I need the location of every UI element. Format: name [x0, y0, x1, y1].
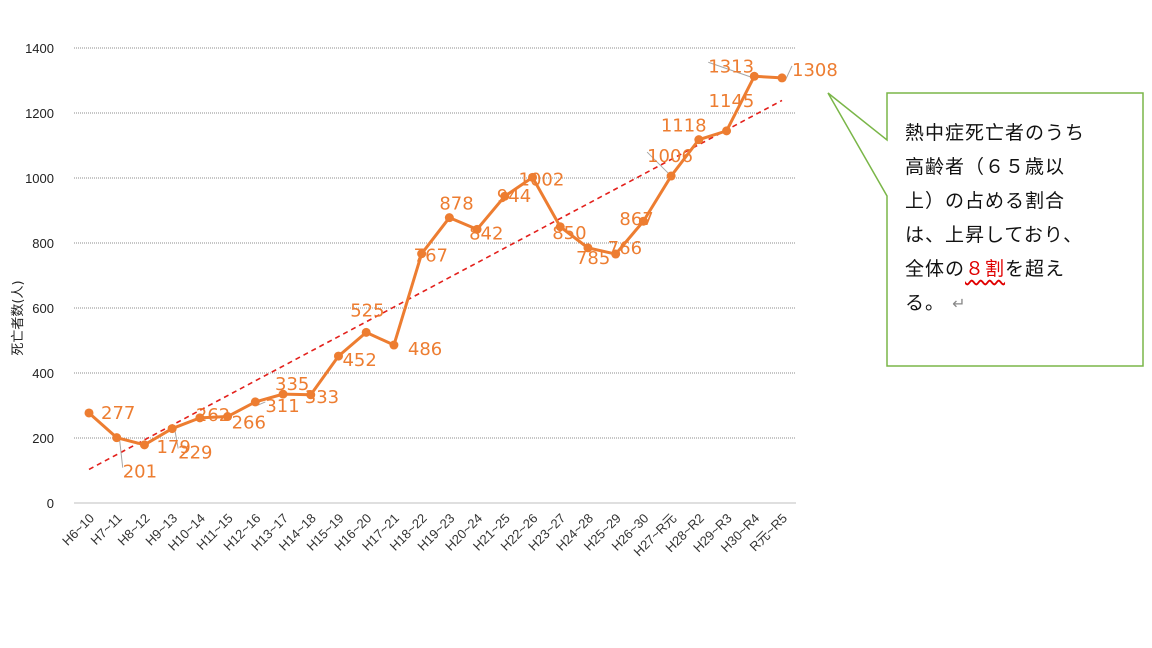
- callout-line-6-text: る。: [905, 292, 946, 314]
- data-label: 1118: [661, 116, 707, 137]
- data-label: 452: [342, 350, 376, 371]
- callout-line-5-suffix: を超え: [1005, 258, 1066, 280]
- series-line: [88, 74, 783, 447]
- callout-line-3: 上）の占める割合: [905, 190, 1066, 212]
- x-axis-ticks: H6~10H7~11H8~12H9~13H10~14H11~15H12~16H1…: [59, 511, 790, 560]
- callout-line-6: る。 ↵: [905, 286, 1125, 321]
- callout-line-4: は、上昇しており、: [905, 224, 1084, 246]
- callout-line-1: 熱中症死亡者のうち: [905, 122, 1086, 144]
- y-tick-label: 0: [47, 496, 54, 511]
- data-point: [389, 340, 399, 350]
- trend-line: [88, 99, 783, 471]
- data-point: [195, 413, 205, 423]
- data-point: [722, 126, 732, 136]
- data-label: 867: [619, 209, 653, 230]
- callout-line-5-prefix: 全体の: [905, 258, 966, 280]
- y-tick-label: 1000: [25, 171, 54, 186]
- data-label: 277: [101, 403, 135, 424]
- callout-line-5: 全体の８割を超え: [905, 252, 1125, 286]
- data-label: 262: [196, 405, 230, 426]
- data-label: 335: [275, 374, 309, 395]
- y-tick-label: 1200: [25, 106, 54, 121]
- data-point: [361, 327, 371, 337]
- leader-line: [708, 61, 758, 80]
- data-point: [500, 191, 510, 201]
- data-label: 311: [265, 396, 299, 417]
- data-point: [417, 249, 427, 259]
- data-label: 229: [178, 443, 212, 464]
- data-label: 1313: [708, 56, 754, 77]
- y-tick-label: 600: [32, 301, 54, 316]
- data-point: [472, 224, 482, 234]
- data-point: [444, 213, 454, 223]
- leader-line: [258, 401, 266, 406]
- data-point: [333, 351, 343, 361]
- data-point: [250, 397, 260, 407]
- data-label: 179: [156, 437, 190, 458]
- callout-highlight: ８割: [965, 258, 1006, 280]
- data-label: 767: [414, 246, 448, 267]
- data-label: 850: [552, 223, 586, 244]
- data-label: 1308: [792, 60, 838, 81]
- data-label: 878: [439, 194, 473, 215]
- y-axis-label: 死亡者数(人): [11, 280, 26, 355]
- data-point: [583, 243, 593, 253]
- data-label: 201: [123, 462, 157, 483]
- data-point: [167, 424, 177, 434]
- paragraph-mark-icon: ↵: [952, 294, 967, 313]
- data-label: 766: [608, 238, 642, 259]
- data-label: 1002: [519, 169, 565, 190]
- data-point: [777, 73, 787, 83]
- data-points: [84, 71, 787, 450]
- data-label: 525: [350, 300, 384, 321]
- data-label: 266: [232, 413, 266, 434]
- leader-line: [119, 440, 124, 468]
- data-point: [611, 249, 621, 259]
- data-point: [528, 172, 538, 182]
- callout-text: 熱中症死亡者のうち 高齢者（６５歳以 上）の占める割合 は、上昇しており、 全体…: [905, 116, 1125, 321]
- data-point: [84, 408, 94, 418]
- y-tick-label: 800: [32, 236, 54, 251]
- data-point: [555, 222, 565, 232]
- y-tick-label: 400: [32, 366, 54, 381]
- callout-line-2: 高齢者（６５歳以: [905, 156, 1066, 178]
- data-point: [112, 433, 122, 443]
- data-point: [694, 135, 704, 145]
- data-point: [139, 440, 149, 450]
- leader-line: [174, 431, 179, 449]
- data-point: [223, 412, 233, 422]
- data-point: [278, 389, 288, 399]
- data-point: [638, 216, 648, 226]
- y-tick-label: 200: [32, 431, 54, 446]
- data-label: 1006: [647, 146, 693, 167]
- label-leader-lines: [119, 61, 793, 468]
- data-label: 944: [497, 186, 531, 207]
- data-point: [749, 71, 759, 81]
- data-label: 785: [576, 248, 610, 269]
- data-point: [306, 390, 316, 400]
- data-label: 842: [469, 223, 503, 244]
- gridlines: [74, 47, 796, 439]
- data-label: 486: [408, 339, 442, 360]
- data-point: [666, 171, 676, 181]
- data-label: 333: [305, 387, 339, 408]
- x-tick-label: H6~10: [59, 511, 97, 549]
- y-tick-label: 1400: [25, 41, 54, 56]
- data-label: 1145: [709, 91, 755, 112]
- y-axis-ticks: 0 200 400 600 800 1000 1200 1400: [25, 41, 54, 511]
